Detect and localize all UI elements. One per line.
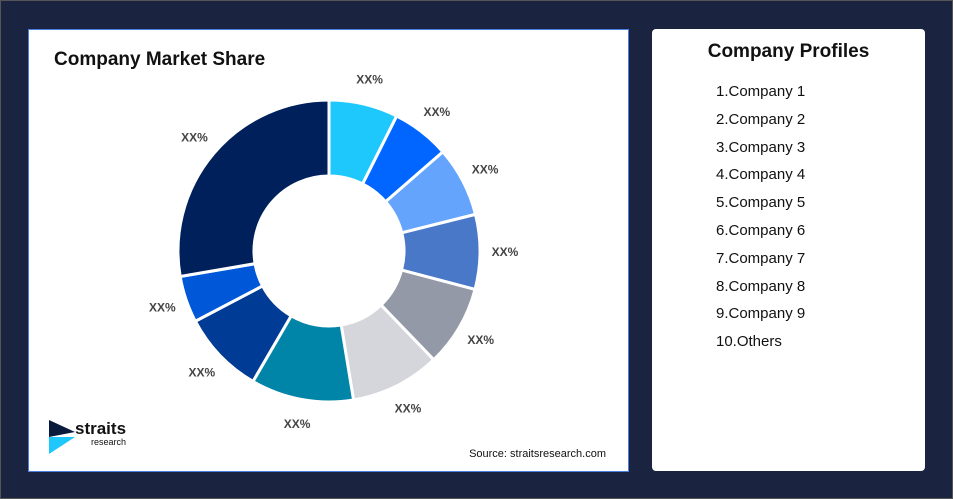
logo-arrow-icon <box>49 420 75 454</box>
donut-chart: XX% XX% XX% XX% XX% XX% XX% XX% XX% XX% <box>149 73 519 431</box>
list-item: 2.Company 2 <box>716 110 806 128</box>
data-label: XX% <box>467 333 494 347</box>
source-text: Source: straitsresearch.com <box>469 448 606 460</box>
list-item: 10.Others <box>716 333 782 351</box>
profiles-title: Company Profiles <box>707 41 870 62</box>
data-label: XX% <box>395 401 422 415</box>
list-item: 1.Company 1 <box>716 83 806 100</box>
data-label: XX% <box>492 245 519 259</box>
data-label: XX% <box>188 366 215 380</box>
data-label: XX% <box>149 300 176 314</box>
list-item: 9.Company 9 <box>716 305 806 323</box>
profiles-list: 1.Company 1 2.Company 2 3.Company 3 4.Co… <box>716 82 805 360</box>
profiles-panel: Company Profiles 1.Company 1 2.Company 2… <box>652 29 925 471</box>
list-item: 3.Company 3 <box>716 138 806 156</box>
straits-logo: straits research <box>49 420 139 456</box>
data-label: XX% <box>472 163 499 177</box>
data-label: XX% <box>284 417 311 431</box>
chart-title: Company Market Share <box>54 49 266 70</box>
data-label: XX% <box>424 105 451 119</box>
list-item: 5.Company 5 <box>716 194 806 212</box>
logo-sub: research <box>91 437 127 447</box>
logo-name: straits <box>75 419 127 438</box>
list-item: 6.Company 6 <box>716 221 806 239</box>
list-item: 4.Company 4 <box>716 166 806 184</box>
donut-slice <box>176 98 331 279</box>
chart-panel: Company Market Share XX% XX% XX% XX% XX% XX% X… <box>28 29 629 472</box>
data-label: XX% <box>356 73 383 87</box>
list-item: 7.Company 7 <box>716 249 806 267</box>
list-item: 8.Company 8 <box>716 277 806 295</box>
data-label: XX% <box>181 131 208 145</box>
